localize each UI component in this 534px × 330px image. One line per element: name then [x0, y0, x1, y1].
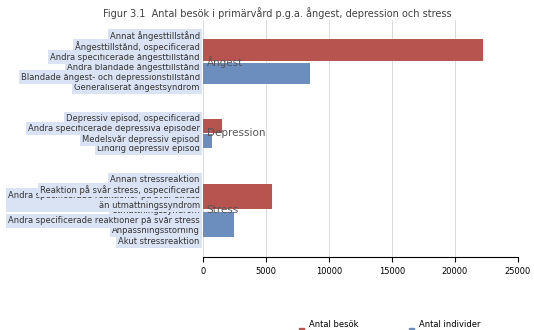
Text: Lindrig depressiv episod: Lindrig depressiv episod [97, 144, 200, 153]
Text: Annan stressreaktion: Annan stressreaktion [111, 175, 200, 184]
Text: Generaliserat ångestsyndrom: Generaliserat ångestsyndrom [74, 82, 200, 92]
Text: Utmattningssyndrom: Utmattningssyndrom [111, 206, 200, 215]
Bar [203, 39, 483, 61]
Bar [203, 212, 234, 237]
Text: Medelsvår depressiv episod: Medelsvår depressiv episod [82, 134, 200, 144]
Text: Andra specificerade reaktioner på svår stress: Andra specificerade reaktioner på svår s… [8, 215, 200, 225]
Text: Annat ångesttillstånd: Annat ångesttillstånd [109, 31, 200, 41]
Text: Stress: Stress [207, 205, 239, 215]
Text: Andra specificerade reaktioner på svår stress
än utmattningssyndrom: Andra specificerade reaktioner på svår s… [8, 190, 200, 210]
Bar [203, 119, 222, 133]
Bar [203, 63, 310, 84]
Text: Andra specificerade depressiva episoder: Andra specificerade depressiva episoder [28, 124, 200, 133]
Text: Blandade ångest- och depressionstillstånd: Blandade ångest- och depressionstillstån… [21, 72, 200, 82]
Text: Depressiv episod, ospecificerad: Depressiv episod, ospecificerad [66, 114, 200, 123]
Text: Andra blandade ångesttillstånd: Andra blandade ångesttillstånd [67, 62, 200, 72]
Text: Reaktion på svår stress, ospecificerad: Reaktion på svår stress, ospecificerad [40, 185, 200, 195]
Text: Andra specificerade ångesttillstånd: Andra specificerade ångesttillstånd [50, 52, 200, 62]
Text: Anpassningsstörning: Anpassningsstörning [112, 226, 200, 235]
Text: Ångest: Ångest [207, 56, 243, 68]
Text: Ångesttillstånd, ospecificerad: Ångesttillstånd, ospecificerad [75, 41, 200, 52]
Text: Akut stressreaktion: Akut stressreaktion [119, 237, 200, 246]
Bar [203, 184, 272, 209]
Text: Figur 3.1  Antal besök i primärvård p.g.a. ångest, depression och stress: Figur 3.1 Antal besök i primärvård p.g.a… [104, 7, 452, 18]
Bar [203, 134, 212, 148]
Text: Depression: Depression [207, 128, 265, 139]
Legend: Antal besök
i primärvården totalt, Antal individer
med diagnos totalt: Antal besök i primärvården totalt, Antal… [295, 316, 501, 330]
